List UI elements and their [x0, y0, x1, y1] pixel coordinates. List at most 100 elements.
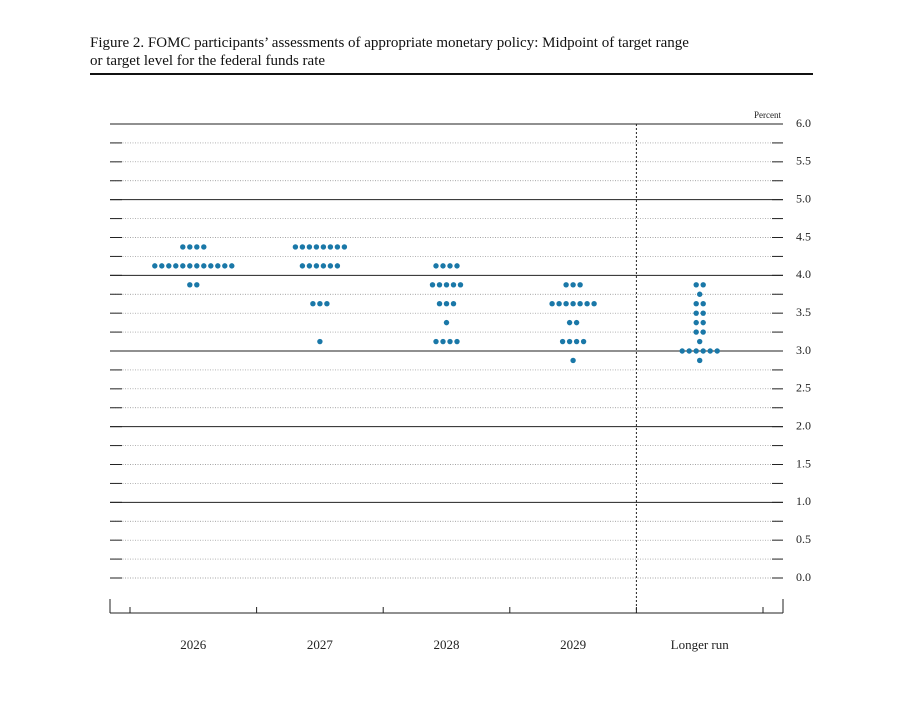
x-tick-label: 2028: [434, 637, 460, 652]
dot: [697, 338, 703, 345]
dot: [313, 263, 320, 269]
y-tick-label: 6.0: [796, 116, 811, 130]
title-rule: [90, 73, 813, 75]
x-tick-label: 2029: [560, 637, 586, 652]
x-tick-label: 2027: [307, 637, 334, 652]
dot: [208, 263, 214, 269]
y-tick-label: 1.5: [796, 456, 811, 470]
dot: [159, 263, 165, 269]
dot: [320, 263, 327, 269]
dot: [580, 338, 587, 345]
dot: [693, 348, 699, 354]
dot: [180, 263, 186, 269]
dot: [436, 282, 443, 288]
dot: [559, 338, 566, 345]
dot: [194, 244, 200, 250]
dot: [714, 348, 720, 354]
dot: [693, 301, 699, 307]
dot: [443, 319, 450, 326]
dot: [443, 282, 450, 288]
y-tick-label: 0.5: [796, 532, 811, 546]
dot: [700, 348, 706, 354]
dot: [679, 348, 685, 354]
dot: [450, 301, 457, 307]
y-tick-label: 3.5: [796, 305, 811, 319]
dot: [707, 348, 713, 354]
dot: [566, 338, 573, 345]
dot: [313, 244, 320, 250]
y-tick-label: 3.0: [796, 343, 811, 357]
dot: [700, 319, 706, 326]
dot: [700, 282, 706, 288]
dot: [570, 282, 576, 288]
dot: [693, 282, 699, 288]
y-tick-label: 2.5: [796, 381, 811, 395]
dot: [556, 301, 562, 307]
dot: [201, 244, 207, 250]
y-tick-label: 5.5: [796, 154, 811, 168]
dot: [327, 244, 334, 250]
dot: [201, 263, 207, 269]
dot: [306, 244, 313, 250]
dot: [570, 357, 576, 364]
dot: [440, 263, 446, 269]
dot: [429, 282, 436, 288]
x-tick-label: 2026: [180, 637, 207, 652]
y-tick-label: 1.0: [796, 494, 811, 508]
dot: [187, 244, 193, 250]
dot: [563, 282, 569, 288]
dot: [447, 338, 453, 345]
dot: [320, 244, 327, 250]
dot: [577, 282, 583, 288]
dot: [324, 301, 330, 307]
dot: [693, 329, 699, 335]
dot: [447, 263, 453, 269]
dot: [573, 319, 580, 326]
dot: [187, 263, 193, 269]
x-tick-label: Longer run: [671, 637, 730, 652]
dot: [173, 263, 179, 269]
chart-title: Figure 2. FOMC participants’ assessments…: [90, 34, 820, 70]
dot: [194, 282, 200, 288]
dot: [443, 301, 450, 307]
y-axis-label: Percent: [754, 110, 781, 120]
dot: [299, 244, 306, 250]
dot: [180, 244, 186, 250]
dot: [570, 301, 576, 307]
dot: [341, 244, 348, 250]
dot: [310, 301, 316, 307]
dot: [454, 338, 460, 345]
dot: [700, 329, 706, 335]
dot: [229, 263, 235, 269]
dot: [306, 263, 313, 269]
dot: [436, 301, 443, 307]
dot: [222, 263, 228, 269]
dot: [187, 282, 193, 288]
title-line: or target level for the federal funds ra…: [90, 53, 326, 69]
dot: [697, 291, 703, 297]
dot: [194, 263, 200, 269]
dot: [433, 263, 439, 269]
dot: [700, 310, 706, 316]
dot: [292, 244, 299, 250]
dot: [566, 319, 573, 326]
dot: [215, 263, 221, 269]
dot: [693, 310, 699, 316]
dot: [549, 301, 555, 307]
dot: [563, 301, 569, 307]
y-tick-label: 5.0: [796, 191, 811, 205]
dot: [327, 263, 334, 269]
dot: [457, 282, 464, 288]
y-tick-label: 4.5: [796, 229, 811, 243]
dot: [577, 301, 583, 307]
dot: [166, 263, 172, 269]
dot: [573, 338, 580, 345]
dot: [697, 357, 703, 364]
y-tick-label: 2.0: [796, 418, 811, 432]
y-tick-label: 4.0: [796, 267, 811, 281]
dot: [700, 301, 706, 307]
title-line: Figure 2. FOMC participants’ assessments…: [90, 35, 689, 51]
dot: [454, 263, 460, 269]
